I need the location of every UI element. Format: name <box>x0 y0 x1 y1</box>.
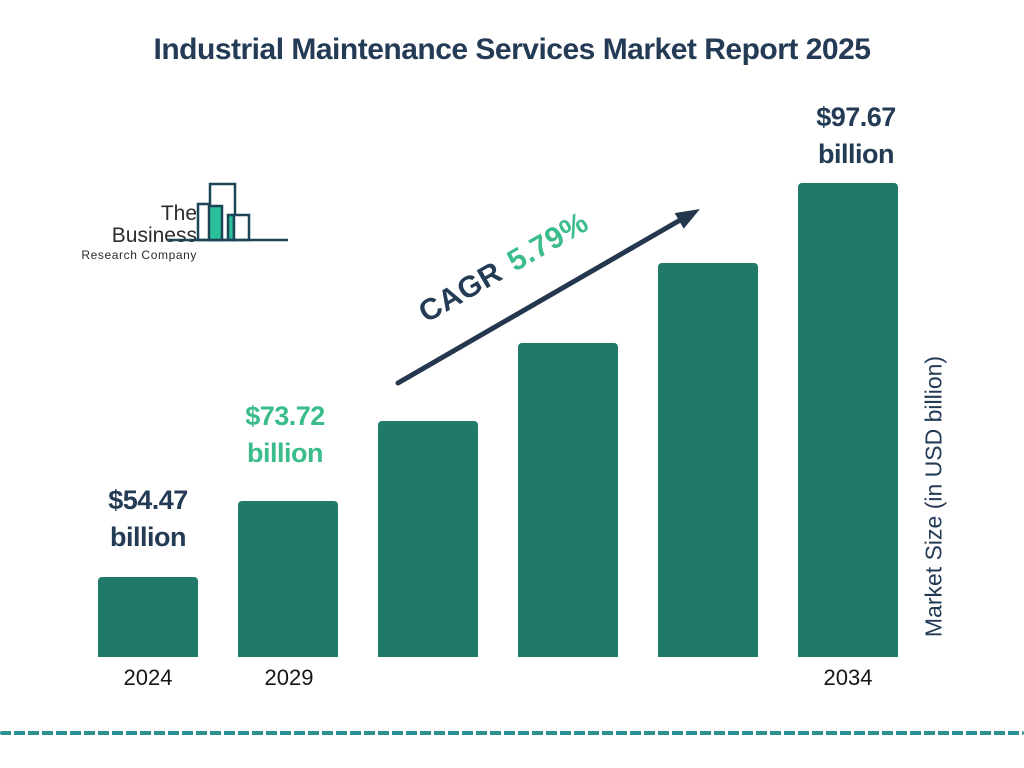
bar-2024 <box>98 577 198 657</box>
value-unit: billion <box>818 139 894 169</box>
value-label-2034: $97.67 billion <box>756 99 956 173</box>
chart-title: Industrial Maintenance Services Market R… <box>153 33 871 66</box>
x-tick-2024: 2024 <box>123 665 173 690</box>
y-axis-label: Market Size (in USD billion) <box>920 355 947 638</box>
bar-interp-3 <box>658 263 758 657</box>
logo-subname: Research Company <box>81 248 197 262</box>
value-label-2024: $54.47 billion <box>48 482 248 556</box>
logo-bars-icon <box>167 182 288 242</box>
cagr-percent: 5.79% <box>501 205 595 279</box>
bar-interp-1 <box>378 421 478 657</box>
bottom-dashed-divider <box>0 731 1024 735</box>
value-amount: $54.47 <box>108 485 188 515</box>
value-unit: billion <box>247 438 323 468</box>
value-unit: billion <box>110 522 186 552</box>
cagr-text: CAGR <box>413 255 508 330</box>
x-tick-2029: 2029 <box>264 665 314 690</box>
value-amount: $97.67 <box>816 102 896 132</box>
x-tick-2034: 2034 <box>823 665 873 690</box>
logo: The Business Research Company <box>70 170 300 262</box>
bar-interp-2 <box>518 343 618 657</box>
cagr-label: CAGR5.79% <box>382 188 626 348</box>
value-amount: $73.72 <box>245 401 325 431</box>
value-label-2029: $73.72 billion <box>185 398 385 472</box>
bar-2029 <box>238 501 338 657</box>
bar-2034 <box>798 183 898 657</box>
